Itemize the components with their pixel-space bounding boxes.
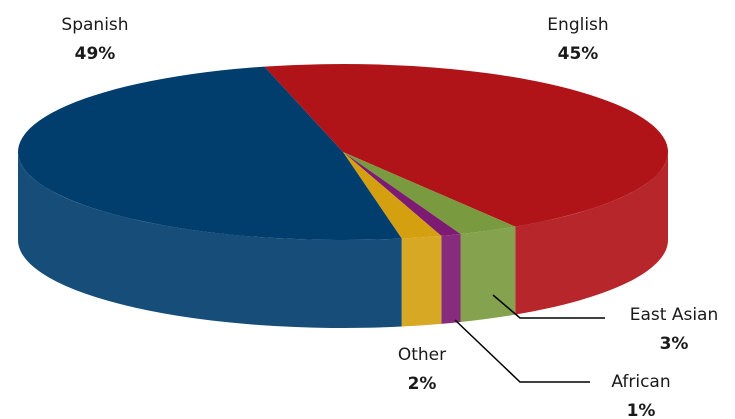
slice [18, 66, 402, 240]
value-label: 45% [558, 44, 599, 64]
value-label: 3% [660, 334, 689, 354]
value-label: 2% [408, 374, 437, 394]
slice-label: Spanish [61, 15, 128, 35]
slice-side [515, 152, 668, 315]
slice [343, 152, 461, 236]
slice-side [401, 235, 442, 327]
slice [343, 152, 516, 235]
slice-side [460, 226, 516, 323]
slice-label: English [547, 15, 608, 35]
slice-side [18, 152, 402, 328]
slice-side [441, 234, 461, 324]
slice-label: East Asian [630, 305, 719, 325]
slice [343, 152, 442, 239]
leader-line [492, 294, 605, 319]
value-label: 49% [75, 44, 116, 64]
slice-label: Other [398, 345, 446, 365]
leader-line [454, 319, 590, 383]
slice-label: African [611, 372, 670, 392]
value-label: 1% [627, 401, 656, 419]
slice [264, 64, 669, 227]
